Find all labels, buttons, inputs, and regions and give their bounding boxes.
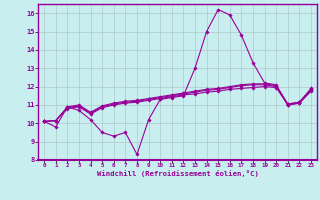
X-axis label: Windchill (Refroidissement éolien,°C): Windchill (Refroidissement éolien,°C) bbox=[97, 170, 259, 177]
